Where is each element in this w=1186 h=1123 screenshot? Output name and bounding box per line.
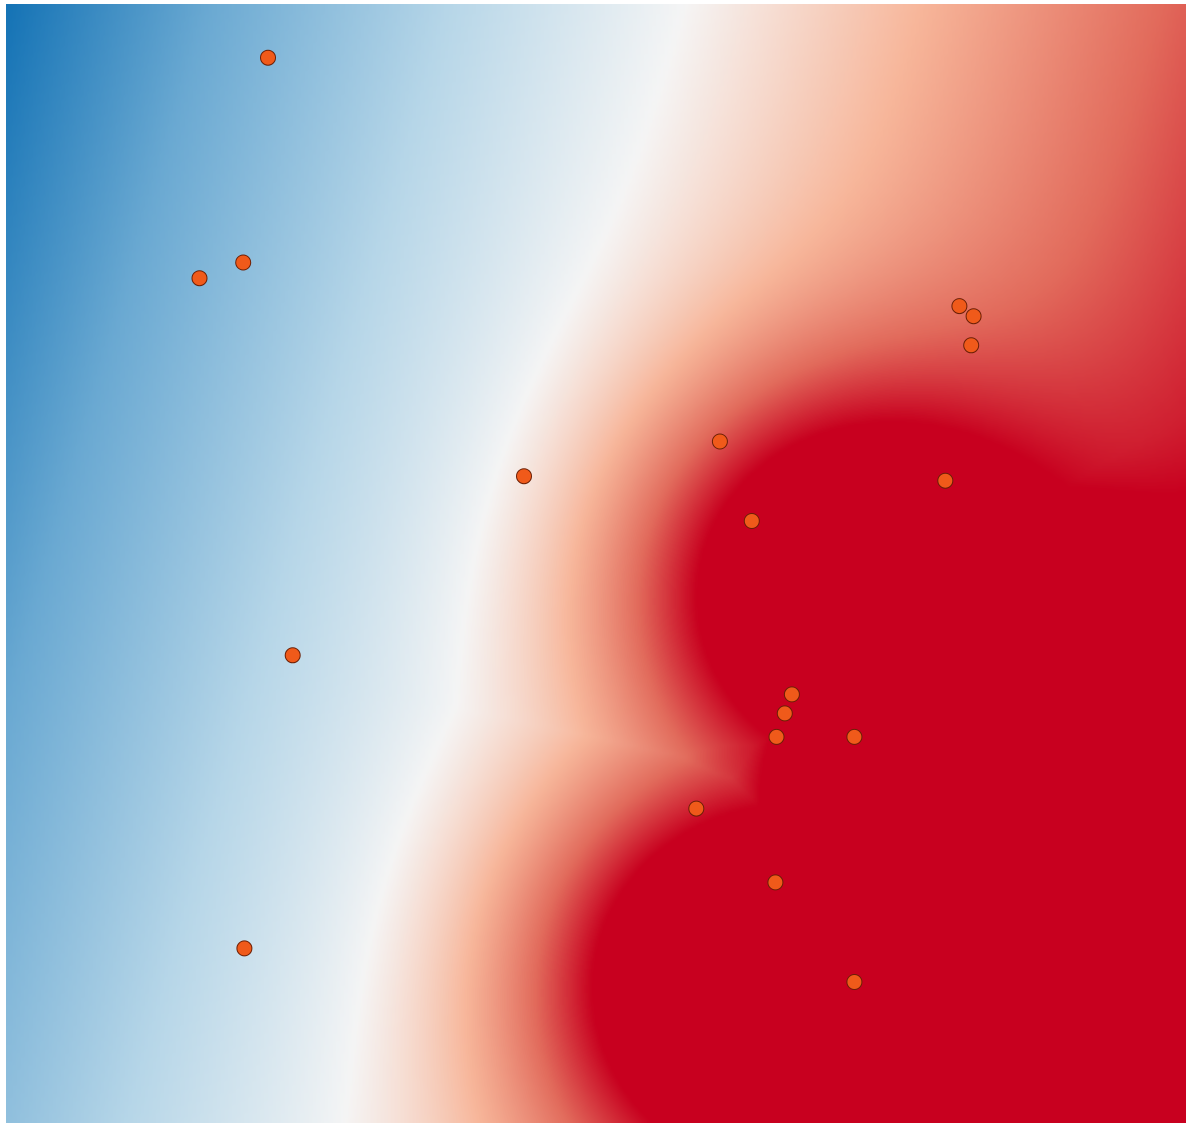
data-point-15 bbox=[846, 974, 863, 990]
data-point-1 bbox=[260, 49, 276, 66]
heatmap-map bbox=[6, 4, 1186, 1123]
data-point-2 bbox=[191, 270, 208, 287]
data-point-8 bbox=[743, 513, 760, 529]
data-point-11 bbox=[768, 728, 785, 745]
data-point-13 bbox=[688, 800, 705, 817]
data-point-7 bbox=[711, 433, 728, 450]
data-point-10 bbox=[776, 705, 793, 722]
data-point-5 bbox=[236, 940, 253, 957]
data-point-14 bbox=[767, 874, 784, 891]
data-point-4 bbox=[284, 647, 301, 664]
point-layer bbox=[191, 49, 982, 990]
data-point-18 bbox=[965, 308, 982, 325]
heatmap-surface bbox=[6, 4, 1186, 1123]
data-point-9 bbox=[783, 686, 800, 703]
data-point-17 bbox=[951, 298, 968, 315]
data-point-16 bbox=[937, 472, 954, 489]
data-point-19 bbox=[963, 337, 980, 354]
data-point-12 bbox=[846, 728, 863, 745]
data-point-3 bbox=[235, 254, 252, 271]
data-point-6 bbox=[516, 468, 532, 485]
